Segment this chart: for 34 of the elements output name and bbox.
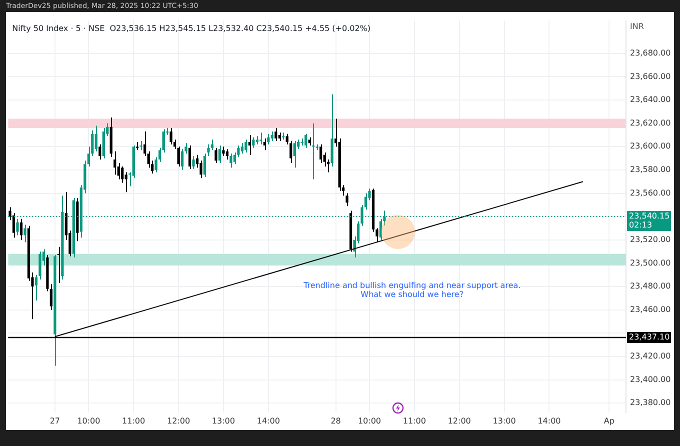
y-tick-label: 23,500.00 bbox=[630, 258, 671, 268]
x-tick-label: 14:00 bbox=[538, 416, 561, 426]
y-tick-label: 23,620.00 bbox=[630, 118, 671, 128]
x-tick-label: 10:00 bbox=[77, 416, 100, 426]
y-axis-title: INR bbox=[630, 22, 644, 31]
x-tick-label: 11:00 bbox=[122, 416, 146, 426]
x-tick-label: 13:00 bbox=[492, 416, 516, 426]
text: 02:13 bbox=[629, 220, 652, 230]
x-tick-label: 10:00 bbox=[358, 416, 382, 426]
ref-line-label: 23,540.15 bbox=[629, 212, 670, 221]
ref-line-label: 23,437.10 bbox=[629, 332, 670, 342]
x-tick-label: 12:00 bbox=[166, 416, 190, 426]
y-tick-label: 23,420.00 bbox=[630, 352, 671, 361]
y-tick-label: 23,480.00 bbox=[630, 282, 671, 291]
x-tick-label: 14:00 bbox=[256, 416, 280, 426]
y-tick-label: 23,580.00 bbox=[630, 165, 671, 174]
y-tick-label: 23,460.00 bbox=[630, 304, 671, 314]
x-tick-label: 27 bbox=[50, 416, 60, 426]
annotation: What we should we here? bbox=[360, 290, 464, 299]
y-tick-label: 23,400.00 bbox=[630, 374, 671, 384]
y-tick-label: 23,640.00 bbox=[630, 95, 671, 104]
y-tick-label: 23,380.00 bbox=[630, 398, 671, 408]
x-tick-label: Ap bbox=[604, 416, 614, 426]
annotation: Trendline and bullish engulfing and near support area. bbox=[302, 280, 521, 290]
y-tick-label: 23,600.00 bbox=[630, 142, 671, 151]
y-tick-label: 23,680.00 bbox=[630, 48, 671, 58]
x-tick-label: 13:00 bbox=[212, 416, 235, 426]
x-tick-label: 28 bbox=[330, 416, 341, 426]
x-tick-label: 12:00 bbox=[448, 416, 471, 426]
chart-subtitle: Nifty 50 Index · 5 · NSE O23,536.15 H23,545.15 L23,532.40 C23,540.15 +4.55 (+0.02%) bbox=[12, 24, 371, 33]
y-tick-label: 23,520.00 bbox=[630, 234, 671, 244]
y-tick-label: 23,660.00 bbox=[630, 72, 671, 81]
x-tick-label: 11:00 bbox=[402, 416, 426, 426]
y-tick-label: 23,560.00 bbox=[630, 188, 671, 198]
